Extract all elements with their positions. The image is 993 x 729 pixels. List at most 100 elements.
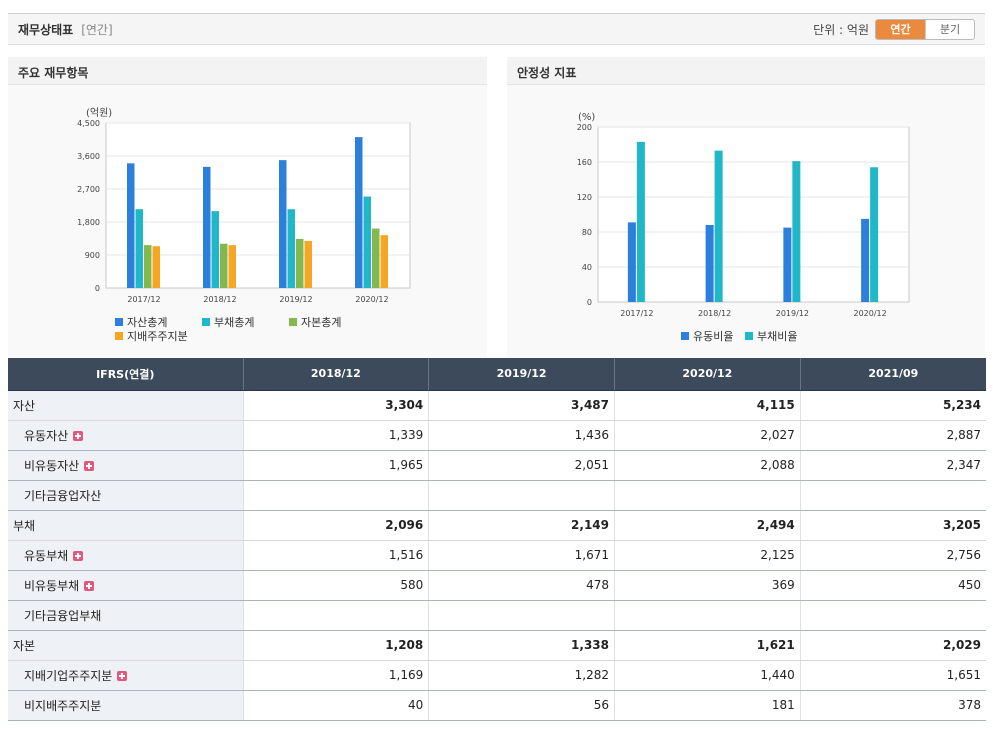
header-2020: 2020/12 xyxy=(614,358,801,391)
quarterly-toggle-button[interactable]: 분기 xyxy=(925,19,974,39)
key-items-chart: 0 900 1,800 2,700 3,600 4,500(억원) 2017/12 2018/… xyxy=(77,107,411,343)
value-cell xyxy=(428,600,615,631)
value-cell: 580 xyxy=(242,570,429,601)
header-2018: 2018/12 xyxy=(242,358,429,391)
x-tick-label: 2017/12 xyxy=(127,295,160,304)
value-cell: 478 xyxy=(428,570,615,601)
row-label-text: 자산 xyxy=(13,398,36,413)
row-label-text: 유동자산 xyxy=(24,428,69,443)
row-label-text: 기타금융업자산 xyxy=(24,488,102,503)
row-label-text: 비유동부채 xyxy=(24,578,80,593)
value-cell: 1,338 xyxy=(428,630,615,661)
value-cell: 1,516 xyxy=(242,540,429,571)
y-tick-label: 1,800 xyxy=(77,218,100,227)
legend-swatch xyxy=(289,318,297,326)
x-tick-label: 2019/12 xyxy=(279,295,312,304)
value-cell xyxy=(799,600,986,631)
unit-label: 단위 : 억원 xyxy=(813,22,869,37)
table-row: 비유동부채 580 478 369 450 xyxy=(8,570,986,601)
row-label: 부채 xyxy=(8,510,243,541)
row-label-text: 자본 xyxy=(13,638,36,653)
row-label-text: 유동부채 xyxy=(24,548,69,563)
value-cell: 1,339 xyxy=(242,420,429,451)
row-label: 비지배주주지분 xyxy=(8,690,243,721)
value-cell: 2,029 xyxy=(799,630,986,661)
value-cell xyxy=(614,480,801,511)
value-cell: 2,051 xyxy=(428,450,615,481)
bar xyxy=(228,245,236,288)
header-2019: 2019/12 xyxy=(428,358,615,391)
y-axis-unit-label: (%) xyxy=(578,112,595,123)
table-header-row: IFRS(연결) 2018/12 2019/12 2020/12 2021/09 xyxy=(8,358,986,391)
header-2021: 2021/09 xyxy=(799,358,986,391)
value-cell: 1,621 xyxy=(614,630,801,661)
bar xyxy=(363,196,371,288)
value-cell: 1,436 xyxy=(428,420,615,451)
stability-title: 안정성 지표 xyxy=(507,57,985,85)
bar xyxy=(783,227,792,302)
table-row: 자본 1,208 1,338 1,621 2,029 xyxy=(8,630,986,661)
value-cell: 3,205 xyxy=(799,510,986,541)
bar xyxy=(372,228,380,288)
value-cell xyxy=(799,480,986,511)
bar xyxy=(127,163,135,288)
stability-chart: 0 40 80 120 160 200(%) 2017/12 2018/12 2019/12 20… xyxy=(577,112,910,343)
value-cell xyxy=(614,600,801,631)
table-row: 기타금융업부채 xyxy=(8,600,986,631)
value-cell: 5,234 xyxy=(799,390,986,421)
table-row: 비유동자산 1,965 2,051 2,088 2,347 xyxy=(8,450,986,481)
annual-toggle-button[interactable]: 연간 xyxy=(876,19,925,39)
value-cell: 369 xyxy=(614,570,801,601)
x-tick-label: 2018/12 xyxy=(203,295,236,304)
key-items-panel: 주요 재무항목 0 900 1,800 2,700 3,600 4,500 (억원) 2017… xyxy=(8,57,487,357)
value-cell: 1,440 xyxy=(614,660,801,691)
value-cell: 1,671 xyxy=(428,540,615,571)
value-cell: 2,149 xyxy=(428,510,615,541)
bar xyxy=(792,161,801,302)
expand-plus-icon[interactable] xyxy=(73,550,84,561)
value-cell: 56 xyxy=(428,690,615,721)
bar xyxy=(714,150,723,302)
value-cell: 2,347 xyxy=(799,450,986,481)
value-cell: 2,494 xyxy=(614,510,801,541)
y-tick-label: 160 xyxy=(577,158,592,167)
bar xyxy=(296,238,304,288)
y-tick-label: 40 xyxy=(582,263,592,272)
bar xyxy=(870,167,879,302)
value-cell xyxy=(242,600,429,631)
value-cell: 2,887 xyxy=(799,420,986,451)
legend-label: 부채총계 xyxy=(214,316,254,329)
row-label: 기타금융업부채 xyxy=(8,600,243,631)
bar xyxy=(304,240,312,288)
table-row: 지배기업주주지분 1,169 1,282 1,440 1,651 xyxy=(8,660,986,691)
bar xyxy=(152,246,160,288)
bar xyxy=(861,218,870,302)
y-tick-label: 200 xyxy=(577,123,592,132)
expand-plus-icon[interactable] xyxy=(73,430,84,441)
expand-plus-icon[interactable] xyxy=(84,580,95,591)
table-row: 부채 2,096 2,149 2,494 3,205 xyxy=(8,510,986,541)
bar xyxy=(705,225,714,302)
value-cell: 1,282 xyxy=(428,660,615,691)
key-items-title: 주요 재무항목 xyxy=(8,57,487,85)
row-label: 유동자산 xyxy=(8,420,243,451)
y-tick-label: 0 xyxy=(95,284,100,293)
section-title: 재무상태표 xyxy=(18,22,74,37)
balance-sheet-table: IFRS(연결) 2018/12 2019/12 2020/12 2021/09… xyxy=(8,358,986,721)
expand-plus-icon[interactable] xyxy=(117,670,128,681)
y-tick-label: 4,500 xyxy=(77,119,100,128)
x-tick-label: 2020/12 xyxy=(355,295,388,304)
bar xyxy=(287,209,295,288)
value-cell: 378 xyxy=(799,690,986,721)
row-label-text: 지배기업주주지분 xyxy=(24,668,113,683)
row-label: 비유동부채 xyxy=(8,570,243,601)
legend-label: 자본총계 xyxy=(301,316,341,329)
plot-area xyxy=(597,126,910,303)
bar xyxy=(220,243,228,288)
table-row: 비지배주주지분 40 56 181 378 xyxy=(8,690,986,721)
expand-plus-icon[interactable] xyxy=(84,460,95,471)
table-row: 유동자산 1,339 1,436 2,027 2,887 xyxy=(8,420,986,451)
row-label-text: 부채 xyxy=(13,518,36,533)
legend-swatch xyxy=(681,332,689,340)
value-cell: 2,756 xyxy=(799,540,986,571)
